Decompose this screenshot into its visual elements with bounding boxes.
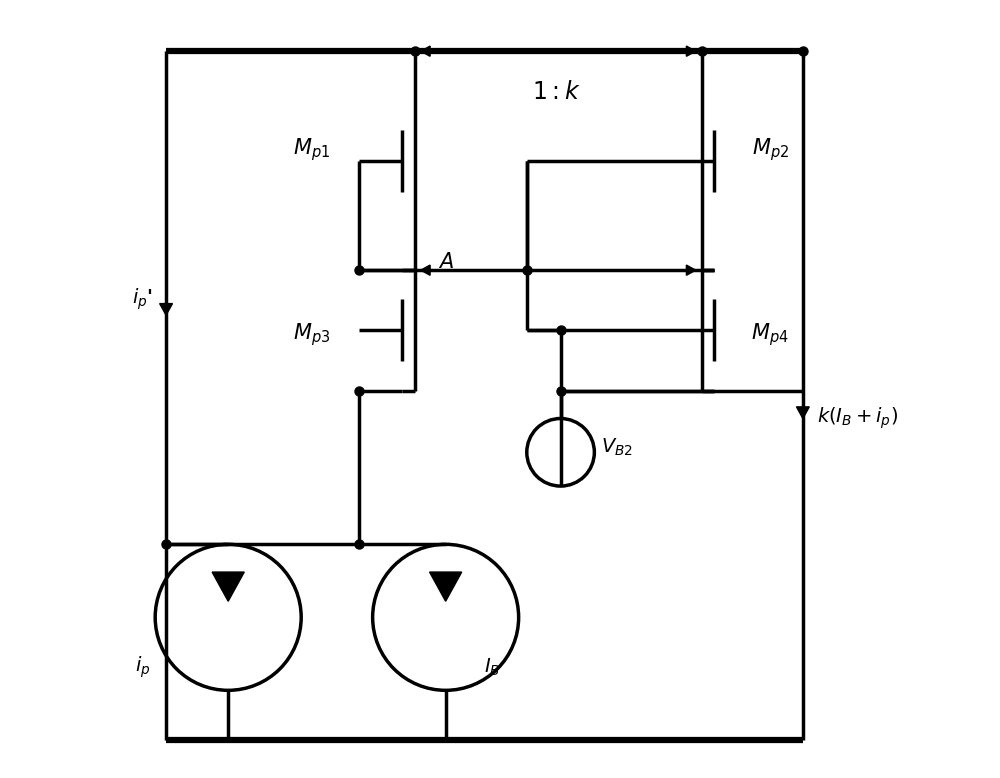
Text: $M_{p2}$: $M_{p2}$ (752, 136, 789, 163)
Text: $M_{p3}$: $M_{p3}$ (293, 321, 331, 348)
Text: $1:k$: $1:k$ (532, 80, 580, 104)
Polygon shape (796, 407, 809, 419)
Text: $M_{p4}$: $M_{p4}$ (751, 321, 789, 348)
Text: $I_B$: $I_B$ (484, 657, 500, 678)
Polygon shape (160, 303, 172, 315)
Text: $i_p$': $i_p$' (132, 287, 153, 313)
Text: $A$: $A$ (438, 251, 454, 272)
Text: $M_{p1}$: $M_{p1}$ (293, 136, 331, 163)
Polygon shape (686, 265, 696, 275)
Polygon shape (430, 572, 462, 601)
Text: $i_p$: $i_p$ (135, 654, 150, 680)
Text: $V_{B2}$: $V_{B2}$ (601, 436, 632, 458)
Polygon shape (686, 46, 696, 56)
Polygon shape (421, 265, 430, 275)
Text: $k(I_B+i_p)$: $k(I_B+i_p)$ (817, 406, 898, 431)
Polygon shape (421, 46, 430, 56)
Polygon shape (212, 572, 244, 601)
